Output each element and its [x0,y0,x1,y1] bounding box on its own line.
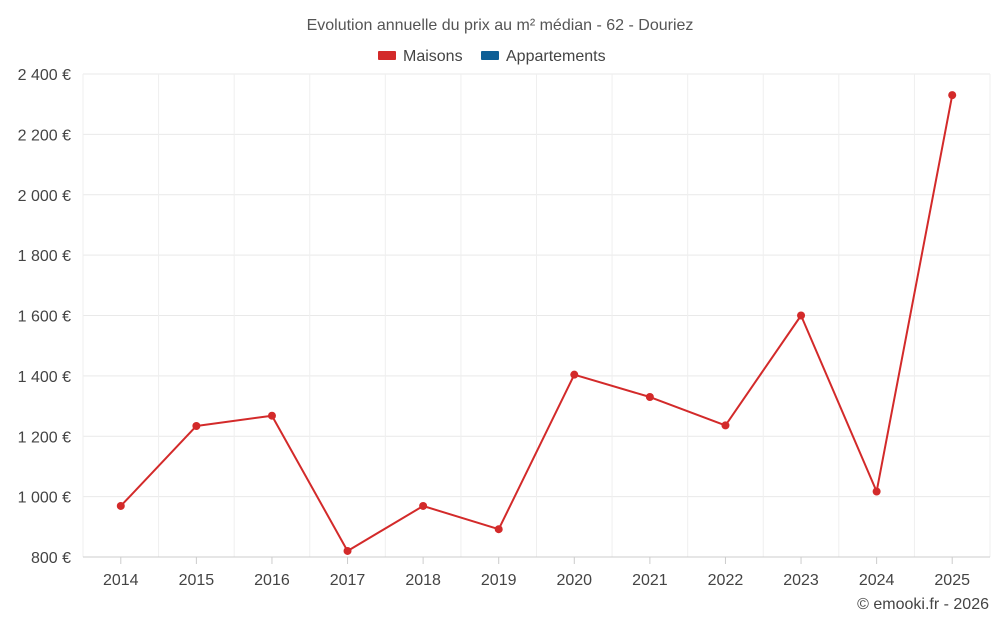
legend-swatch-maisons [378,51,396,60]
credit-text: © emooki.fr - 2026 [857,596,989,613]
x-tick-label: 2022 [708,572,744,589]
x-tick-label: 2023 [783,572,819,589]
x-tick-label: 2024 [859,572,895,589]
y-tick-label: 1 200 € [18,429,71,446]
data-point-maisons-2018 [419,501,428,510]
x-tick-label: 2017 [330,572,366,589]
y-tick-label: 2 400 € [18,67,71,84]
data-point-maisons-2019 [494,525,503,534]
axes: 2 400 € 2 200 € 2 000 € 1 800 € 1 600 € 1 400… [18,67,990,589]
data-point-maisons-2021 [645,393,654,402]
data-point-maisons-2025 [948,91,957,100]
y-tick-label: 1 000 € [18,490,71,507]
data-point-maisons-2024 [872,487,881,496]
x-tick-label: 2015 [179,572,215,589]
x-tick-label: 2021 [632,572,668,589]
series-maisons [116,91,957,555]
y-tick-label: 800 € [31,550,71,567]
data-point-maisons-2015 [192,421,201,430]
y-tick-label: 1 800 € [18,248,71,265]
data-point-maisons-2014 [116,501,125,510]
data-point-maisons-2017 [343,546,352,555]
x-tick-label: 2016 [254,572,290,589]
legend: Maisons Appartements [378,48,606,65]
y-tick-label: 1 400 € [18,369,71,386]
y-tick-label: 1 600 € [18,309,71,326]
data-point-maisons-2020 [570,370,579,379]
x-tick-label: 2019 [481,572,517,589]
legend-swatch-appartements [481,51,499,60]
x-tick-label: 2020 [556,572,592,589]
x-tick-label: 2014 [103,572,139,589]
x-tick-label: 2025 [934,572,970,589]
y-tick-label: 2 000 € [18,188,71,205]
legend-label-maisons: Maisons [403,48,463,65]
grid [82,73,991,558]
data-point-maisons-2023 [797,311,806,320]
legend-item-appartements[interactable]: Appartements [481,48,606,65]
chart-title: Evolution annuelle du prix au m² médian … [307,17,694,34]
legend-item-maisons[interactable]: Maisons [378,48,463,65]
y-tick-label: 2 200 € [18,127,71,144]
data-point-maisons-2016 [267,411,276,420]
x-tick-label: 2018 [405,572,441,589]
legend-label-appartements: Appartements [506,48,606,65]
series-line-maisons [120,94,954,552]
data-point-maisons-2022 [721,421,730,430]
